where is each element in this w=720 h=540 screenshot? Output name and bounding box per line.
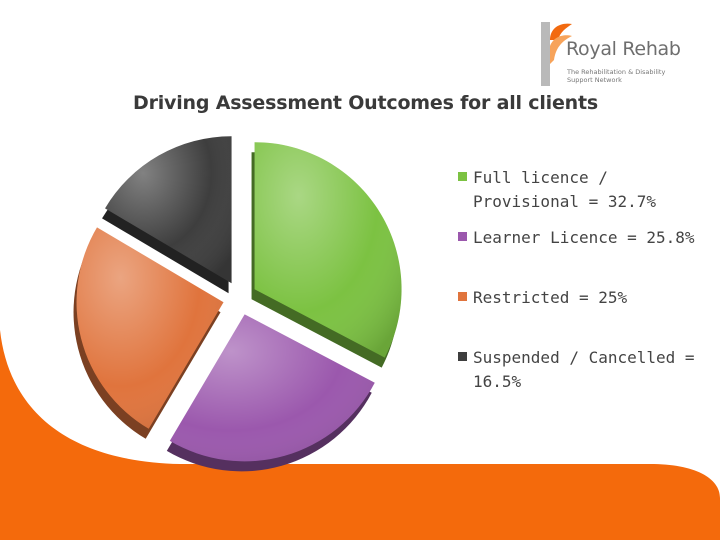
chart-title: Driving Assessment Outcomes for all clie… <box>133 92 598 114</box>
pie-slice-gloss <box>254 142 402 358</box>
legend-swatch <box>458 172 467 181</box>
pie-slice-gloss <box>169 314 375 462</box>
legend-label: Full licence / Provisional = 32.7% <box>473 168 657 211</box>
legend-swatch <box>458 352 467 361</box>
pie-slice-gloss <box>105 136 232 284</box>
legend-label: Suspended / Cancelled = 16.5% <box>473 348 705 391</box>
legend-swatch <box>458 292 467 301</box>
legend-label: Restricted = 25% <box>473 288 628 307</box>
logo-name: Royal Rehab <box>566 38 681 60</box>
pie-slice-gloss <box>76 227 224 429</box>
logo-mark-icon <box>541 22 572 86</box>
orange-band <box>0 330 720 540</box>
royal-rehab-logo: Royal Rehab The Rehabilitation & Disabil… <box>536 20 696 90</box>
legend-swatch <box>458 232 467 241</box>
legend-label: Learner Licence = 25.8% <box>473 228 695 247</box>
logo-tagline: The Rehabilitation & Disability Support … <box>567 68 666 84</box>
